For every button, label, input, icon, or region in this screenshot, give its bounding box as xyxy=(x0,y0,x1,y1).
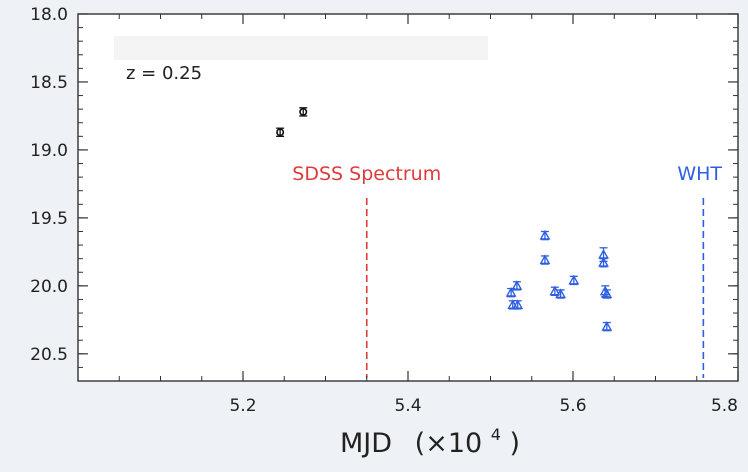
triangle-point xyxy=(598,257,609,268)
vertical-lines: SDSS Spectrum WHT xyxy=(292,163,722,378)
data-points xyxy=(276,107,613,332)
triangle-marker xyxy=(511,280,523,290)
triangle-marker xyxy=(555,288,567,299)
y-tick-label: 20.0 xyxy=(30,277,68,297)
triangle-marker xyxy=(539,229,551,240)
x-tick-label: 5.8 xyxy=(711,396,738,416)
triangle-marker xyxy=(598,257,609,267)
triangle-marker xyxy=(512,299,524,309)
x-tick-label: 5.6 xyxy=(559,396,586,416)
triangle-marker xyxy=(568,274,580,285)
x-axis-label-main: MJD xyxy=(340,428,392,459)
triangle-point xyxy=(601,288,613,299)
x-axis-label-close: ) xyxy=(510,428,521,459)
x-axis-label-exponent: 4 xyxy=(491,425,501,444)
triangle-point xyxy=(601,320,613,332)
circle-marker xyxy=(276,128,285,137)
x-tick-label: 5.2 xyxy=(229,396,256,416)
vertical-line-label: SDSS Spectrum xyxy=(292,163,441,185)
triangle-point xyxy=(511,280,523,291)
triangle-marker xyxy=(505,287,517,297)
x-axis-label-open: (×10 xyxy=(415,428,483,459)
circle-marker xyxy=(299,107,308,116)
triangle-marker xyxy=(549,285,561,296)
x-axis-label: MJD (×10 4 ) xyxy=(340,416,520,459)
vertical-line-label: WHT xyxy=(677,163,722,185)
triangle-point xyxy=(512,299,524,310)
circle-point xyxy=(299,107,308,117)
plot-area xyxy=(78,14,738,381)
triangle-marker xyxy=(601,288,613,299)
triangle-point xyxy=(555,288,567,299)
y-tick-label: 18.5 xyxy=(30,73,68,93)
highlight-bar xyxy=(114,36,488,60)
y-tick-label: 19.5 xyxy=(30,209,68,229)
triangle-point xyxy=(539,229,551,241)
y-tick-label: 18.0 xyxy=(30,5,68,25)
triangle-point xyxy=(539,254,551,265)
circle-point xyxy=(276,127,285,137)
triangle-point xyxy=(568,274,580,286)
y-tick-label: 20.5 xyxy=(30,345,68,365)
x-tick-label: 5.4 xyxy=(394,396,421,416)
axis-ticks: 18.0 18.5 19.0 19.5 20.0 20.5 5.2 5.4 5.6 5.8 xyxy=(30,5,739,416)
redshift-annotation: z = 0.25 xyxy=(126,63,202,84)
triangle-marker xyxy=(601,320,613,331)
triangle-marker xyxy=(539,254,551,265)
y-tick-label: 19.0 xyxy=(30,141,68,161)
